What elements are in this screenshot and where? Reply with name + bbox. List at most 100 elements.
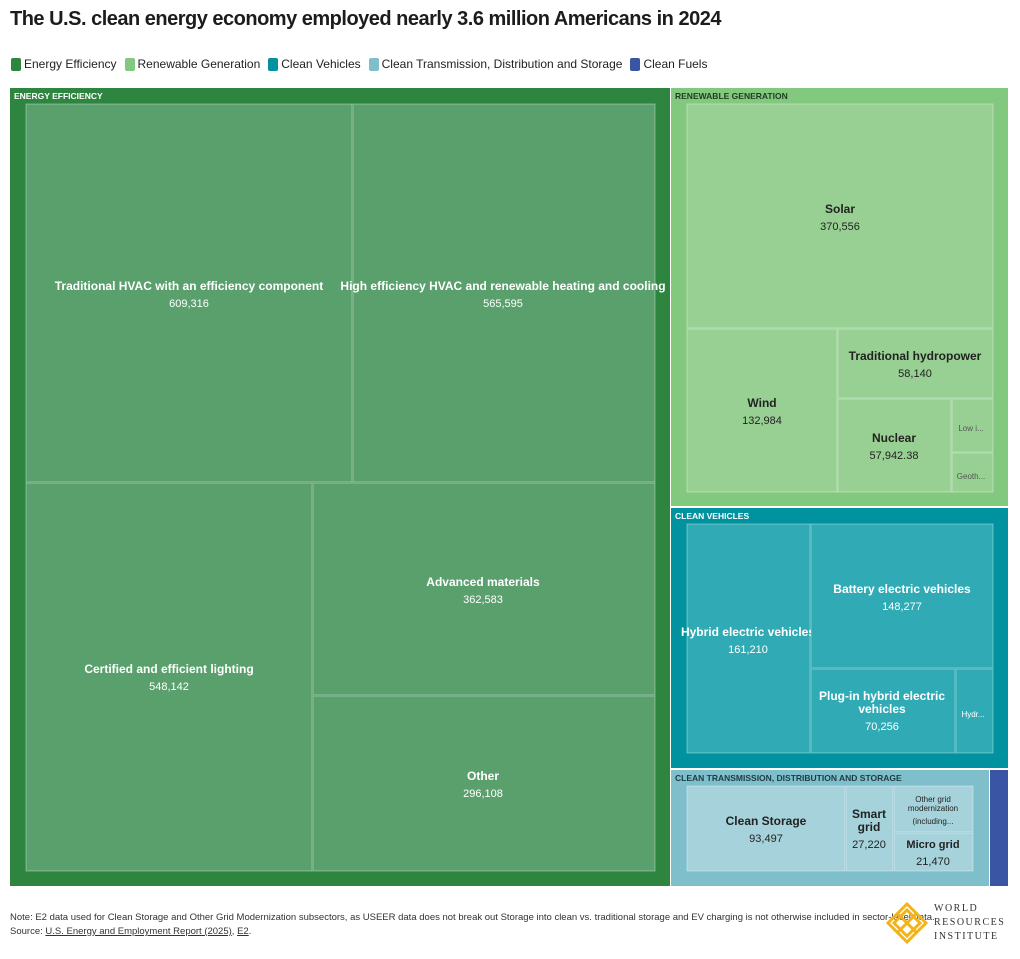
treemap-cell[interactable]: Clean Storage 93,497 <box>686 785 846 872</box>
legend-label: Clean Transmission, Distribution and Sto… <box>381 57 623 71</box>
treemap-cell-rect[interactable] <box>810 523 994 669</box>
treemap-cell-rect[interactable] <box>845 785 894 872</box>
group-clean-fuels-frame <box>990 770 1008 886</box>
wri-logo[interactable]: WORLD RESOURCES INSTITUTE <box>886 902 1005 944</box>
legend-label: Energy Efficiency <box>24 57 117 71</box>
cell-value: 362,583 <box>463 594 503 606</box>
treemap-cell-rect[interactable] <box>686 523 811 754</box>
legend-swatch <box>368 57 379 71</box>
legend-item-clean-transmission[interactable]: Clean Transmission, Distribution and Sto… <box>368 57 623 71</box>
cell-value: 161,210 <box>728 644 768 656</box>
treemap-cell-rect[interactable] <box>810 668 956 754</box>
treemap-cell[interactable]: Hydr... <box>955 668 994 754</box>
cell-label: Traditional HVAC with an efficiency comp… <box>55 279 323 293</box>
legend-swatch <box>124 57 135 71</box>
legend-label: Clean Vehicles <box>281 57 361 71</box>
source-link-e2[interactable]: E2 <box>237 926 249 937</box>
cell-label: modernization <box>908 804 958 813</box>
treemap-cell[interactable]: Certified and efficient lighting 548,142 <box>25 482 313 872</box>
treemap-cell[interactable]: Battery electric vehicles 148,277 <box>810 523 994 669</box>
treemap-cell-rect[interactable] <box>312 695 656 872</box>
treemap-cell[interactable]: Other 296,108 <box>312 695 656 872</box>
treemap-cell-rect[interactable] <box>893 785 974 833</box>
treemap-cell[interactable]: Traditional hydropower 58,140 <box>837 328 994 399</box>
cell-label: Micro grid <box>906 839 959 851</box>
cell-value: 27,220 <box>852 839 886 851</box>
cell-label: Certified and efficient lighting <box>84 662 253 676</box>
cell-value: 370,556 <box>820 221 860 233</box>
treemap-cell[interactable]: Low i... <box>951 398 994 453</box>
group-renewable-generation: RENEWABLE GENERATION Solar 370,556 Wind 132,… <box>671 88 1008 506</box>
cell-value: 70,256 <box>865 721 899 733</box>
cell-label: Other grid <box>915 795 951 804</box>
source-end: . <box>248 926 252 937</box>
treemap-cell[interactable]: Nuclear 57,942.38 <box>837 398 952 493</box>
logo-line: RESOURCES <box>934 917 1006 928</box>
treemap-cell[interactable]: Wind 132,984 <box>686 328 838 493</box>
treemap-cell-rect[interactable] <box>352 103 656 483</box>
treemap-cell-rect[interactable] <box>837 328 994 399</box>
chart-title: The U.S. clean energy economy employed n… <box>10 8 721 30</box>
cell-label: Low i... <box>958 424 983 433</box>
treemap-cell-rect[interactable] <box>312 482 656 696</box>
treemap-cell[interactable]: Solar 370,556 <box>686 103 994 329</box>
source-line: Source: U.S. Energy and Employment Repor… <box>10 925 935 939</box>
group-clean-vehicles: CLEAN VEHICLES Hybrid electric vehicles 16… <box>671 508 1008 768</box>
cell-label: High efficiency HVAC and renewable heati… <box>340 279 665 293</box>
cell-label: grid <box>858 820 881 834</box>
group-label: CLEAN VEHICLES <box>675 511 749 521</box>
cell-label: vehicles <box>858 702 906 716</box>
cell-value: 565,595 <box>483 298 523 310</box>
treemap-cell-rect[interactable] <box>955 668 994 754</box>
cell-label: Geoth... <box>957 472 985 481</box>
cell-label: Wind <box>747 396 776 410</box>
legend-swatch <box>268 57 279 71</box>
cell-value: 548,142 <box>149 681 189 693</box>
cell-label: Traditional hydropower <box>849 349 982 363</box>
treemap-cell-rect[interactable] <box>686 785 846 872</box>
cell-label: Smart <box>852 807 886 821</box>
cell-value: 609,316 <box>169 298 209 310</box>
legend-label: Clean Fuels <box>643 57 708 71</box>
legend-item-clean-vehicles[interactable]: Clean Vehicles <box>268 57 361 71</box>
group-label: CLEAN TRANSMISSION, DISTRIBUTION AND STO… <box>675 773 902 783</box>
treemap-cell-rect[interactable] <box>25 103 353 483</box>
cell-label: Hydr... <box>961 710 984 719</box>
treemap-cell[interactable]: High efficiency HVAC and renewable heati… <box>340 103 666 483</box>
treemap-cell[interactable]: Traditional HVAC with an efficiency comp… <box>25 103 353 483</box>
legend-swatch <box>630 57 641 71</box>
cell-label: Nuclear <box>872 431 916 445</box>
treemap-cell[interactable]: Advanced materials 362,583 <box>312 482 656 696</box>
legend-item-energy-efficiency[interactable]: Energy Efficiency <box>11 57 117 71</box>
cell-value: 57,942.38 <box>870 450 919 462</box>
treemap-cell[interactable]: Hybrid electric vehicles 161,210 <box>681 523 815 754</box>
logo-line: WORLD <box>934 903 979 914</box>
treemap-cell-rect[interactable] <box>951 452 994 493</box>
treemap-cell-rect[interactable] <box>837 398 952 493</box>
source-link-useer[interactable]: U.S. Energy and Employment Report (2025) <box>45 926 232 937</box>
legend-item-clean-fuels[interactable]: Clean Fuels <box>630 57 707 71</box>
cell-value: 93,497 <box>749 833 783 845</box>
cell-value: (including... <box>913 817 954 826</box>
treemap-cell-rect[interactable] <box>893 832 974 872</box>
legend-item-renewable-generation[interactable]: Renewable Generation <box>124 57 261 71</box>
treemap-cell-rect[interactable] <box>951 398 994 453</box>
treemap-cell[interactable]: Micro grid 21,470 <box>893 832 974 872</box>
group-label: RENEWABLE GENERATION <box>675 91 788 101</box>
wri-logo-icon <box>886 902 928 944</box>
cell-label: Advanced materials <box>426 575 540 589</box>
treemap-cell-rect[interactable] <box>686 328 838 493</box>
treemap-cell-rect[interactable] <box>686 103 994 329</box>
treemap-cell[interactable]: Geoth... <box>951 452 994 493</box>
cell-value: 132,984 <box>742 415 782 427</box>
legend-label: Renewable Generation <box>137 57 261 71</box>
cell-label: Other <box>467 769 499 783</box>
cell-label: Plug-in hybrid electric <box>819 689 945 703</box>
wri-logo-text: WORLD RESOURCES INSTITUTE <box>934 902 1005 944</box>
treemap-cell-rect[interactable] <box>25 482 313 872</box>
note-text: Note: E2 data used for Clean Storage and… <box>10 912 935 923</box>
